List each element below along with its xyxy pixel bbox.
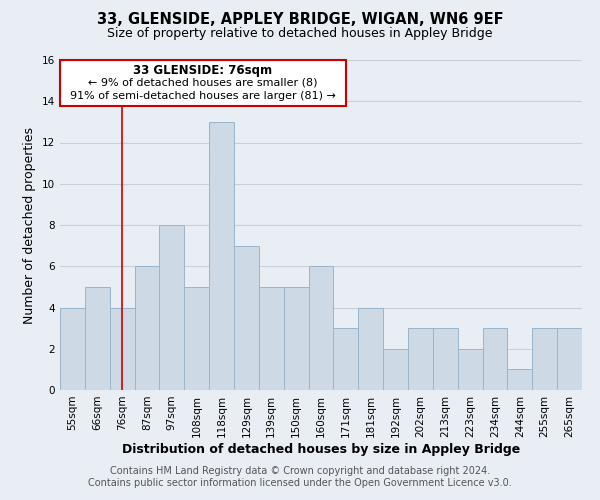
FancyBboxPatch shape bbox=[60, 60, 346, 106]
Text: 91% of semi-detached houses are larger (81) →: 91% of semi-detached houses are larger (… bbox=[70, 91, 336, 101]
Bar bbox=[308, 266, 334, 390]
Bar bbox=[60, 308, 85, 390]
Text: ← 9% of detached houses are smaller (8): ← 9% of detached houses are smaller (8) bbox=[88, 78, 317, 88]
Y-axis label: Number of detached properties: Number of detached properties bbox=[23, 126, 37, 324]
Bar bbox=[134, 266, 160, 390]
Bar bbox=[482, 328, 508, 390]
Bar bbox=[458, 349, 482, 390]
Bar bbox=[160, 225, 184, 390]
Bar bbox=[259, 287, 284, 390]
Bar bbox=[383, 349, 408, 390]
Text: 33, GLENSIDE, APPLEY BRIDGE, WIGAN, WN6 9EF: 33, GLENSIDE, APPLEY BRIDGE, WIGAN, WN6 … bbox=[97, 12, 503, 28]
Bar bbox=[408, 328, 433, 390]
Bar bbox=[284, 287, 308, 390]
Text: Size of property relative to detached houses in Appley Bridge: Size of property relative to detached ho… bbox=[107, 28, 493, 40]
Bar bbox=[85, 287, 110, 390]
Bar bbox=[184, 287, 209, 390]
Bar bbox=[334, 328, 358, 390]
Bar bbox=[234, 246, 259, 390]
Text: Contains HM Land Registry data © Crown copyright and database right 2024.
Contai: Contains HM Land Registry data © Crown c… bbox=[88, 466, 512, 487]
X-axis label: Distribution of detached houses by size in Appley Bridge: Distribution of detached houses by size … bbox=[122, 442, 520, 456]
Bar bbox=[532, 328, 557, 390]
Text: 33 GLENSIDE: 76sqm: 33 GLENSIDE: 76sqm bbox=[133, 64, 272, 76]
Bar bbox=[209, 122, 234, 390]
Bar bbox=[557, 328, 582, 390]
Bar bbox=[358, 308, 383, 390]
Bar bbox=[508, 370, 532, 390]
Bar bbox=[110, 308, 134, 390]
Bar bbox=[433, 328, 458, 390]
